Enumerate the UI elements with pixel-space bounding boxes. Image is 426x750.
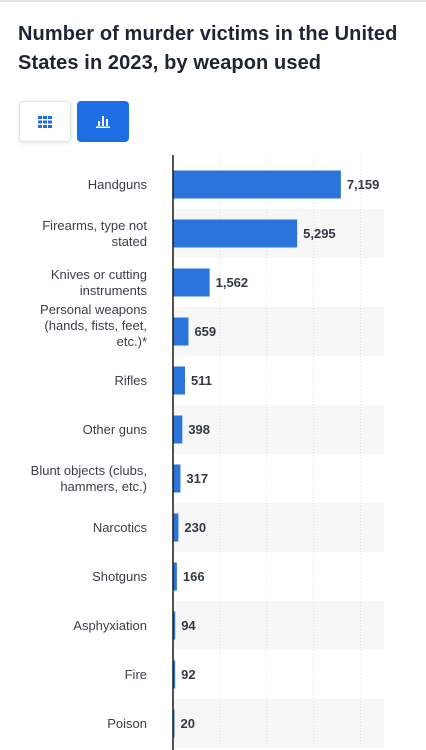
value-label: 7,159 — [347, 177, 380, 192]
category-label: Poison — [107, 716, 147, 731]
bar — [173, 268, 210, 297]
row-band — [173, 503, 384, 552]
row-band — [173, 601, 384, 650]
bar — [173, 219, 298, 248]
row-band — [173, 699, 384, 748]
bar — [173, 415, 183, 444]
bar — [173, 317, 189, 346]
row-band — [173, 405, 384, 454]
bar — [173, 611, 176, 640]
category-label: Handguns — [88, 177, 148, 192]
bar — [173, 170, 341, 199]
category-label: Shotguns — [92, 569, 147, 584]
value-label: 1,562 — [216, 275, 249, 290]
category-label: Asphyxiation — [73, 618, 147, 633]
category-label: Narcotics — [93, 520, 148, 535]
bar-chart-icon — [96, 116, 110, 128]
bar-chart: 7,159 Handguns 5,295 Firearms, type not stat… — [31, 155, 384, 750]
chart-title: Number of murder victims in the United S… — [18, 23, 398, 74]
chart-view-button[interactable] — [77, 101, 129, 142]
top-divider — [0, 0, 426, 2]
category-label: Other guns — [83, 422, 148, 437]
bar — [173, 562, 177, 591]
value-label: 659 — [194, 324, 216, 339]
bar — [173, 464, 181, 493]
value-label: 92 — [181, 667, 195, 682]
value-label: 398 — [188, 422, 210, 437]
bar — [173, 513, 179, 542]
category-label: Personal weapons (hands, fists, feet, etc.… — [40, 302, 147, 349]
value-label: 20 — [181, 716, 195, 731]
category-label: Rifles — [114, 373, 147, 388]
value-label: 94 — [181, 618, 196, 633]
value-label: 5,295 — [303, 226, 336, 241]
value-label: 511 — [191, 373, 212, 388]
value-label: 317 — [186, 471, 208, 486]
bar — [173, 660, 176, 689]
table-view-button[interactable] — [19, 101, 71, 142]
row-band — [173, 307, 384, 356]
bar — [173, 366, 185, 395]
value-label: 166 — [183, 569, 205, 584]
category-label: Blunt objects (clubs, hammers, etc.) — [31, 463, 147, 494]
category-label: Knives or cutting instruments — [51, 267, 148, 298]
value-label: 230 — [184, 520, 206, 535]
category-label: Fire — [125, 667, 147, 682]
category-label: Firearms, type not stated — [42, 218, 147, 249]
table-grid-icon — [38, 115, 52, 128]
